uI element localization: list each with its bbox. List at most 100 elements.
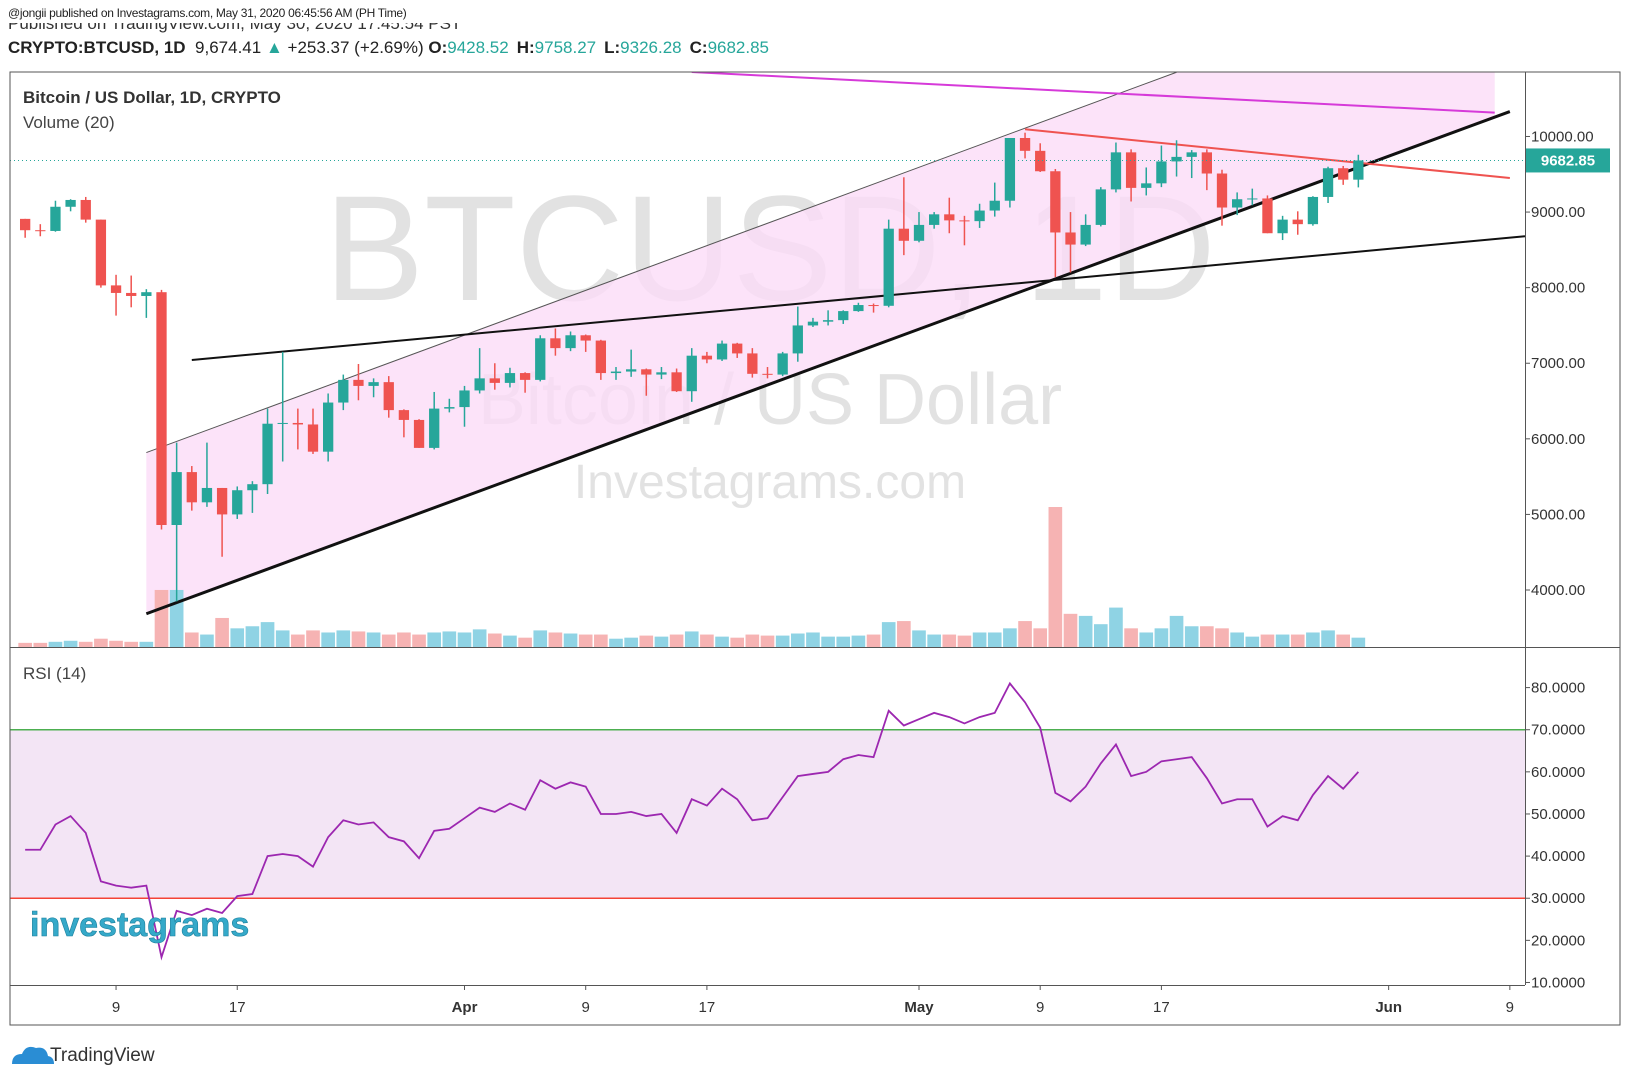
candle-body xyxy=(519,373,531,380)
volume-bar xyxy=(790,633,805,647)
volume-bar xyxy=(1048,507,1063,647)
candle-body xyxy=(65,199,76,207)
candle-body xyxy=(565,335,576,349)
candle-body xyxy=(1095,189,1106,225)
up-arrow: ▲ xyxy=(265,38,283,57)
candle-body xyxy=(1050,171,1061,233)
candle-body xyxy=(1125,152,1137,188)
volume-bar xyxy=(700,634,714,647)
x-tick-label: 9 xyxy=(582,999,590,1016)
volume-bar xyxy=(291,634,305,647)
candle-body xyxy=(247,484,258,491)
candle-body xyxy=(1186,152,1197,157)
candle-body xyxy=(1004,137,1016,201)
x-tick-label: 17 xyxy=(229,999,246,1016)
candle-body xyxy=(292,422,304,425)
volume-bar xyxy=(245,626,260,647)
candle-body xyxy=(459,390,470,408)
x-tick-label: 17 xyxy=(1153,999,1170,1016)
candle-body xyxy=(974,210,985,222)
volume-bar xyxy=(63,640,78,647)
candle-body xyxy=(686,355,697,392)
ohlc-label: H: xyxy=(516,38,535,57)
candle-body xyxy=(383,382,394,411)
candle-body xyxy=(747,353,758,374)
volume-bar xyxy=(260,622,275,647)
tradingview-logo: TradingView xyxy=(12,1045,155,1066)
candle-body xyxy=(641,369,652,375)
volume-bar xyxy=(806,632,820,647)
candle-body xyxy=(444,407,455,409)
candle-body xyxy=(489,378,500,383)
candle-body xyxy=(1247,198,1258,200)
candle-body xyxy=(338,379,349,403)
candle-body xyxy=(959,220,970,222)
candle-body xyxy=(989,200,1000,211)
candle-body xyxy=(504,373,516,383)
volume-bar xyxy=(1260,634,1275,647)
candle-body xyxy=(413,419,425,448)
candle-body xyxy=(1338,168,1349,180)
y-tick-label: 10000.00 xyxy=(1531,128,1594,145)
volume-bar xyxy=(442,631,457,647)
candle-body xyxy=(1216,173,1228,208)
volume-bar xyxy=(487,633,502,647)
candle-body xyxy=(807,321,819,326)
candle-body xyxy=(262,423,273,485)
volume-bar xyxy=(381,634,396,647)
volume-bar xyxy=(94,638,108,647)
rsi-line xyxy=(25,681,1360,961)
change: +253.37 (+2.69%) xyxy=(287,38,424,57)
volume-bar xyxy=(503,635,517,647)
volume-bar xyxy=(1033,628,1048,647)
candle-body xyxy=(1171,156,1182,162)
volume-bar xyxy=(639,635,654,647)
volume-bar xyxy=(669,634,684,647)
volume-bar xyxy=(1336,634,1351,647)
x-tick-label: Apr xyxy=(452,999,478,1016)
volume-bar xyxy=(851,635,866,647)
candle-body xyxy=(232,490,243,515)
candle-body xyxy=(277,422,288,424)
volume-bar xyxy=(897,621,911,647)
rsi-tick-label: 70.0000 xyxy=(1531,722,1585,739)
volume-bar xyxy=(1124,628,1138,647)
trend-line xyxy=(1024,128,1510,180)
volume-bar xyxy=(578,634,593,647)
volume-bar xyxy=(366,632,381,647)
last-price-label: 9682.85 xyxy=(1541,152,1595,169)
candle-body xyxy=(368,382,379,386)
candle-body xyxy=(625,369,637,372)
brand: TradingView xyxy=(50,1045,155,1066)
volume-bar xyxy=(427,632,442,647)
rsi-band xyxy=(10,729,1525,899)
symbol: CRYPTO:BTCUSD, 1D xyxy=(8,38,186,57)
trend-line xyxy=(691,72,1495,114)
last-price-box xyxy=(1526,148,1610,173)
candle-body xyxy=(398,410,410,420)
volume-bar xyxy=(397,632,411,647)
volume-bar xyxy=(1078,615,1093,647)
volume-bar xyxy=(548,632,563,647)
candle-body xyxy=(201,487,213,503)
volume-bar xyxy=(1154,628,1169,647)
volume-bar xyxy=(1018,621,1032,647)
ohlc-value: 9428.52 xyxy=(447,38,509,57)
volume-bar xyxy=(927,634,941,647)
candle-body xyxy=(1110,152,1122,190)
rsi-label: RSI (14) xyxy=(23,664,86,683)
candle-body xyxy=(701,355,713,360)
candle-body xyxy=(19,218,31,231)
candle-body xyxy=(1065,232,1076,245)
investagrams-logo: investagrams xyxy=(30,906,249,944)
volume-bar xyxy=(321,632,335,647)
volume-bar xyxy=(684,631,699,647)
rsi-tick-label: 30.0000 xyxy=(1531,890,1585,907)
candle-body xyxy=(898,228,910,241)
volume-bar xyxy=(1169,615,1184,647)
rsi-tick-label: 40.0000 xyxy=(1531,848,1585,865)
cloud-icon xyxy=(12,1046,54,1064)
rsi-tick-label: 10.0000 xyxy=(1531,974,1585,991)
candle-body xyxy=(1277,219,1288,234)
